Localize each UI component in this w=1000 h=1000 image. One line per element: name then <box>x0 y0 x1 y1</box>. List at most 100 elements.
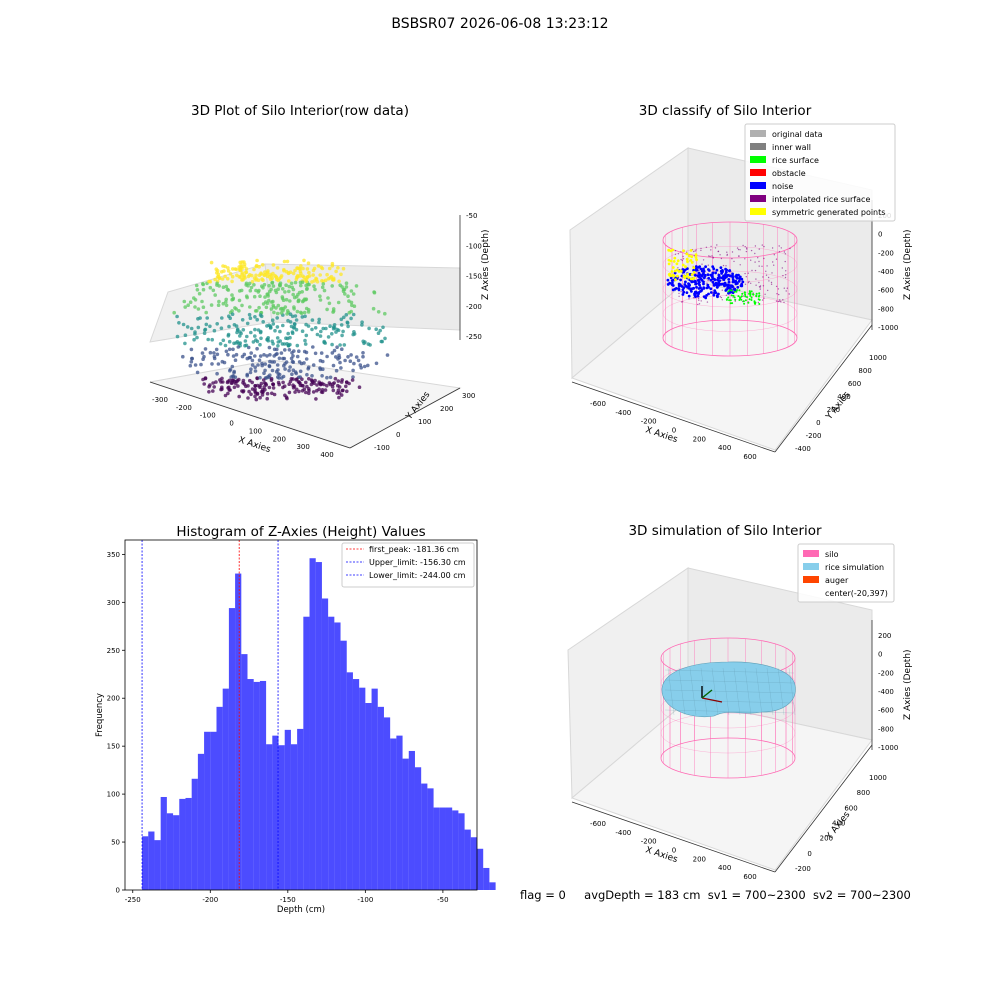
raw-point <box>196 307 201 311</box>
raw-point <box>275 311 280 316</box>
sim-legend: silo rice simulation auger center(-20,397) <box>797 543 895 603</box>
raw-point <box>257 305 261 310</box>
raw-point <box>340 347 344 351</box>
raw-point <box>252 283 256 287</box>
sim-y-tick-label: 1000 <box>869 774 887 782</box>
raw-point <box>327 266 332 271</box>
raw-point <box>299 283 303 288</box>
raw-point <box>201 357 205 361</box>
raw-point <box>262 282 267 287</box>
cls-noise-point <box>720 276 724 280</box>
raw-point <box>383 336 387 341</box>
cls-noise-point <box>722 278 726 281</box>
raw-point <box>286 331 291 336</box>
raw-point <box>237 394 241 399</box>
hist-bar <box>365 703 372 890</box>
cls-interp-point <box>698 269 700 271</box>
raw-point <box>276 340 281 344</box>
raw-point <box>281 307 286 311</box>
raw-point <box>258 342 262 347</box>
raw-point <box>225 287 230 292</box>
raw-point <box>234 341 238 345</box>
cls-interp-point <box>722 264 725 267</box>
sim-zlabel: Z Axies (Depth) <box>903 649 913 720</box>
hist-bar <box>154 840 161 890</box>
cls-interp-point <box>677 253 680 255</box>
raw-point <box>189 360 194 364</box>
cls-interp-point <box>785 290 787 292</box>
raw-point <box>351 312 356 317</box>
raw-point <box>195 335 199 340</box>
raw-point <box>193 305 197 309</box>
raw-point <box>282 259 287 264</box>
raw-point <box>255 339 260 344</box>
raw-point <box>330 332 334 336</box>
sim-y-tick-label: -200 <box>795 865 811 873</box>
raw-point <box>359 365 364 370</box>
cls-x-tick-label: -200 <box>641 418 657 426</box>
cls-noise-point <box>693 273 697 277</box>
raw-point <box>255 317 259 322</box>
raw-point <box>337 391 342 395</box>
hist-bar <box>197 753 205 890</box>
raw-point <box>300 315 305 319</box>
cls-zlabel: Z Axies (Depth) <box>903 229 913 300</box>
raw-point <box>227 385 231 390</box>
cls-symmetric-point <box>674 278 677 282</box>
cls-legend-label: inner wall <box>772 143 811 152</box>
raw-point <box>279 351 284 355</box>
raw-point <box>253 315 257 319</box>
raw-point <box>213 277 217 282</box>
hist-bar <box>458 813 465 890</box>
cls-noise-point <box>669 276 673 280</box>
cls-noise-point <box>702 276 706 280</box>
raw-point <box>315 383 319 387</box>
raw-point <box>339 380 344 384</box>
cls-interp-point <box>776 293 778 295</box>
raw-point <box>265 396 270 401</box>
sim-rice-mesh <box>755 667 763 716</box>
cls-interp-point <box>698 299 700 301</box>
raw-point <box>236 384 240 388</box>
raw-point <box>295 275 300 279</box>
cls-interp-point <box>788 293 790 295</box>
raw-point <box>253 384 257 388</box>
raw-point <box>367 326 371 331</box>
raw-point <box>281 380 285 385</box>
raw-point <box>205 316 209 320</box>
raw-point <box>295 343 300 348</box>
raw-point <box>354 284 359 288</box>
raw-point <box>271 271 275 276</box>
raw-point <box>376 331 381 335</box>
cls-noise-point <box>704 265 707 269</box>
sim-z-tick-label: -800 <box>878 725 894 733</box>
raw-point <box>383 311 387 316</box>
cls-interp-point <box>763 245 765 248</box>
hist-bar <box>371 688 378 890</box>
cls-interp-point <box>693 255 695 257</box>
raw-point <box>201 377 205 382</box>
raw-point <box>203 328 207 332</box>
raw-point <box>335 345 339 349</box>
raw-point <box>244 283 248 287</box>
cls-interp-point <box>680 258 682 261</box>
cls-interp-point <box>771 272 773 274</box>
raw-point <box>195 370 200 375</box>
cls-interp-point <box>745 276 747 278</box>
raw-point <box>280 287 285 291</box>
raw-point <box>298 310 303 315</box>
cls-rice-point <box>728 299 731 302</box>
raw-point <box>265 354 269 358</box>
raw-point <box>223 393 228 398</box>
cls-interp-point <box>747 272 749 274</box>
raw-point <box>290 359 295 364</box>
hist-ytick-label: 300 <box>107 599 120 607</box>
raw-point <box>307 377 311 381</box>
cls-x-tick-label: 600 <box>743 453 756 461</box>
raw-z-tick-label: -150 <box>466 273 482 281</box>
cls-rice-point <box>752 293 755 296</box>
raw-point <box>279 274 284 278</box>
cls-noise-point <box>666 283 670 286</box>
hist-bar <box>191 778 198 890</box>
raw-point <box>216 303 221 307</box>
